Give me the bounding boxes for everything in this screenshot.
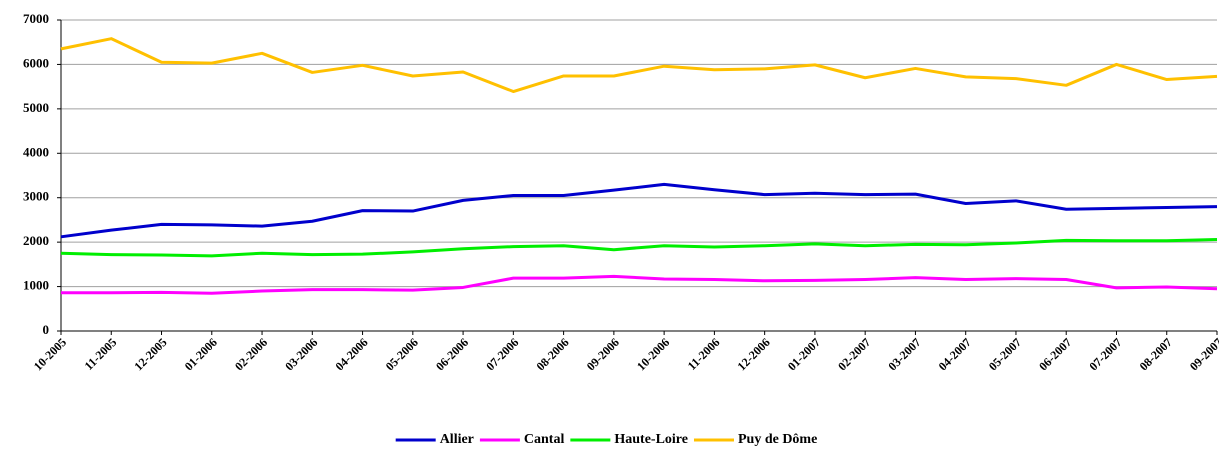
x-tick-label: 07-2006: [483, 335, 521, 373]
x-tick-label: 06-2007: [1036, 335, 1074, 373]
legend-label: Allier: [440, 432, 474, 447]
y-tick-label: 5000: [23, 100, 49, 115]
legend-label: Puy de Dôme: [738, 432, 817, 447]
line-series: [61, 274, 1218, 295]
y-tick-label: 7000: [23, 11, 49, 26]
line-series: [60, 237, 1218, 258]
y-tick-label: 1000: [23, 278, 49, 293]
y-tick-label: 2000: [23, 233, 49, 248]
x-tick-label: 11-2006: [685, 335, 723, 373]
x-tick-label: 04-2007: [936, 335, 974, 373]
x-tick-label: 08-2007: [1137, 335, 1175, 373]
y-tick-label: 0: [43, 322, 50, 337]
line-series: [60, 182, 1218, 239]
legend-label: Cantal: [524, 432, 565, 447]
x-tick-label: 12-2005: [131, 335, 169, 373]
x-tick-label: 03-2007: [885, 335, 923, 373]
line-series: [60, 37, 1218, 94]
x-tick-label: 05-2006: [383, 335, 421, 373]
x-tick-label: 01-2007: [785, 335, 823, 373]
x-tick-label: 10-2006: [634, 335, 672, 373]
x-tick-label: 01-2006: [182, 335, 220, 373]
x-tick-label: 02-2006: [232, 335, 270, 373]
x-tick-label: 12-2006: [735, 335, 773, 373]
legend: Allier Cantal Haute-Loire Puy de Dôme: [395, 432, 817, 447]
x-tick-label: 10-2005: [31, 335, 69, 373]
x-tick-label: 02-2007: [835, 335, 873, 373]
x-tick-label: 05-2007: [986, 335, 1024, 373]
x-tick-label: 07-2007: [1086, 335, 1124, 373]
y-tick-label: 3000: [23, 189, 49, 204]
x-tick-label: 09-2006: [584, 335, 622, 373]
x-tick-label: 06-2006: [433, 335, 471, 373]
legend-label: Haute-Loire: [614, 432, 688, 447]
x-tick-label: 09-2007: [1187, 335, 1219, 373]
x-tick-label: 04-2006: [332, 335, 370, 373]
x-tick-label: 03-2006: [282, 335, 320, 373]
y-tick-label: 6000: [23, 55, 49, 70]
y-tick-label: 4000: [23, 144, 49, 159]
x-tick-label: 08-2006: [533, 335, 571, 373]
x-tick-label: 11-2005: [82, 335, 120, 373]
